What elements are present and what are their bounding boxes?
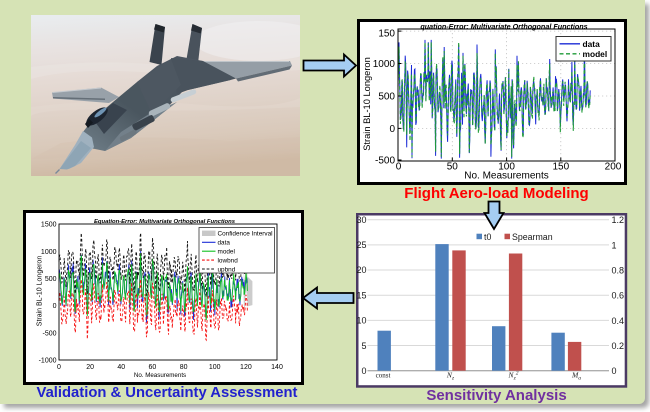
svg-text:-500: -500 bbox=[42, 330, 56, 337]
svg-text:Spearman: Spearman bbox=[512, 232, 553, 242]
svg-text:120: 120 bbox=[240, 364, 252, 371]
svg-text:30: 30 bbox=[356, 215, 366, 225]
svg-text:No. Measurements: No. Measurements bbox=[134, 372, 186, 379]
svg-text:data: data bbox=[218, 240, 231, 247]
svg-text:0: 0 bbox=[389, 124, 395, 135]
svg-text:0.2: 0.2 bbox=[611, 341, 624, 351]
svg-text:1500: 1500 bbox=[41, 222, 57, 229]
svg-text:Nz2: Nz2 bbox=[507, 370, 518, 381]
svg-text:50: 50 bbox=[447, 161, 459, 172]
svg-text:40: 40 bbox=[117, 364, 125, 371]
svg-text:100: 100 bbox=[498, 161, 515, 172]
svg-text:0: 0 bbox=[57, 364, 61, 371]
svg-text:1000: 1000 bbox=[41, 249, 57, 256]
svg-text:0: 0 bbox=[396, 161, 402, 172]
svg-text:Equation-Error: Multivariate O: Equation-Error: Multivariate Orthogonal … bbox=[94, 219, 236, 225]
svg-text:upbnd: upbnd bbox=[218, 266, 236, 273]
svg-text:-500: -500 bbox=[375, 156, 395, 167]
svg-text:lowbnd: lowbnd bbox=[218, 257, 239, 264]
svg-text:80: 80 bbox=[180, 364, 188, 371]
svg-text:15: 15 bbox=[356, 290, 366, 300]
svg-text:140: 140 bbox=[271, 364, 283, 371]
svg-text:150: 150 bbox=[378, 28, 395, 39]
svg-text:25: 25 bbox=[356, 240, 366, 250]
svg-text:0: 0 bbox=[611, 366, 616, 376]
svg-text:1000: 1000 bbox=[373, 59, 396, 70]
svg-text:0.4: 0.4 bbox=[611, 316, 624, 326]
svg-text:0: 0 bbox=[53, 303, 57, 310]
svg-text:10: 10 bbox=[356, 315, 366, 325]
svg-text:0.8: 0.8 bbox=[611, 265, 624, 275]
svg-text:quation-Error: Multivariate Or: quation-Error: Multivariate Orthogonal F… bbox=[420, 22, 587, 31]
svg-text:data: data bbox=[583, 39, 601, 49]
svg-text:0.6: 0.6 bbox=[611, 291, 624, 301]
svg-text:1: 1 bbox=[611, 240, 616, 250]
svg-text:150: 150 bbox=[552, 161, 569, 172]
svg-text:Strain BL-10 Longeron: Strain BL-10 Longeron bbox=[37, 256, 44, 327]
svg-text:const: const bbox=[375, 371, 390, 379]
svg-text:model: model bbox=[218, 249, 235, 256]
svg-text:500: 500 bbox=[45, 276, 57, 283]
svg-text:t0: t0 bbox=[484, 232, 491, 242]
svg-text:60: 60 bbox=[149, 364, 157, 371]
svg-text:-1000: -1000 bbox=[39, 358, 57, 365]
svg-text:20: 20 bbox=[356, 265, 366, 275]
svg-text:500: 500 bbox=[378, 92, 395, 103]
svg-text:200: 200 bbox=[605, 161, 622, 172]
svg-text:Confidence Interval: Confidence Interval bbox=[218, 231, 273, 238]
svg-text:0: 0 bbox=[361, 366, 366, 376]
svg-text:Strain BL-10 Longeron: Strain BL-10 Longeron bbox=[362, 57, 372, 151]
svg-text:model: model bbox=[583, 49, 608, 59]
svg-text:5: 5 bbox=[361, 341, 366, 351]
svg-text:Ma: Ma bbox=[571, 370, 581, 381]
svg-text:Nz: Nz bbox=[445, 370, 454, 381]
svg-text:100: 100 bbox=[209, 364, 221, 371]
svg-text:No. Measurements: No. Measurements bbox=[464, 171, 548, 182]
svg-text:20: 20 bbox=[86, 364, 94, 371]
svg-text:1.2: 1.2 bbox=[611, 215, 624, 225]
